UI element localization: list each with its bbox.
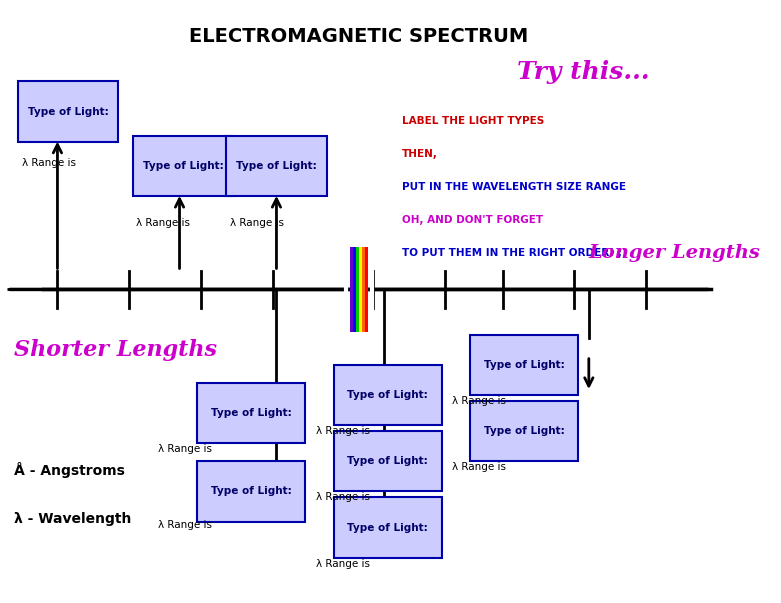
Text: Å - Angstroms: Å - Angstroms (14, 463, 125, 478)
Text: λ Range is: λ Range is (316, 426, 370, 436)
FancyBboxPatch shape (334, 365, 441, 425)
FancyBboxPatch shape (359, 247, 362, 332)
Text: LABEL THE LIGHT TYPES: LABEL THE LIGHT TYPES (402, 116, 544, 125)
Text: λ Range is: λ Range is (316, 493, 370, 502)
Text: λ Range is: λ Range is (316, 559, 370, 569)
Text: Type of Light:: Type of Light: (348, 523, 428, 532)
Text: Type of Light:: Type of Light: (483, 426, 565, 436)
Text: Type of Light:: Type of Light: (211, 408, 291, 418)
Text: λ Range is: λ Range is (137, 218, 191, 228)
FancyBboxPatch shape (334, 497, 441, 558)
Text: Try this...: Try this... (517, 60, 650, 84)
FancyBboxPatch shape (18, 81, 119, 142)
Text: Type of Light:: Type of Light: (483, 360, 565, 370)
Text: λ Range is: λ Range is (230, 218, 284, 228)
Text: Type of Light:: Type of Light: (28, 107, 109, 116)
Text: Type of Light:: Type of Light: (143, 161, 223, 171)
Text: Longer Lengths: Longer Lengths (589, 244, 761, 262)
FancyBboxPatch shape (353, 247, 356, 332)
FancyBboxPatch shape (470, 401, 578, 461)
FancyBboxPatch shape (226, 136, 326, 196)
FancyBboxPatch shape (356, 247, 359, 332)
Text: Shorter Lengths: Shorter Lengths (14, 339, 217, 361)
Text: λ - Wavelength: λ - Wavelength (14, 511, 132, 526)
Text: λ Range is: λ Range is (452, 463, 506, 472)
Text: ELECTROMAGNETIC SPECTRUM: ELECTROMAGNETIC SPECTRUM (190, 27, 529, 46)
Text: λ Range is: λ Range is (22, 158, 76, 168)
FancyBboxPatch shape (133, 136, 234, 196)
FancyBboxPatch shape (198, 383, 305, 443)
Text: THEN,: THEN, (402, 149, 438, 159)
Text: OH, AND DON'T FORGET: OH, AND DON'T FORGET (402, 215, 544, 225)
Text: Type of Light:: Type of Light: (236, 161, 317, 171)
Text: λ Range is: λ Range is (158, 444, 212, 454)
Text: TO PUT THEM IN THE RIGHT ORDER! ;): TO PUT THEM IN THE RIGHT ORDER! ;) (402, 248, 626, 258)
FancyBboxPatch shape (198, 461, 305, 522)
Text: Type of Light:: Type of Light: (348, 390, 428, 400)
Text: Type of Light:: Type of Light: (348, 456, 428, 466)
Text: λ Range is: λ Range is (158, 520, 212, 529)
FancyBboxPatch shape (334, 431, 441, 491)
FancyBboxPatch shape (365, 247, 368, 332)
Text: λ Range is: λ Range is (452, 396, 506, 406)
FancyBboxPatch shape (362, 247, 365, 332)
FancyBboxPatch shape (350, 247, 353, 332)
FancyBboxPatch shape (470, 335, 578, 395)
Text: Type of Light:: Type of Light: (211, 487, 291, 496)
Text: PUT IN THE WAVELENGTH SIZE RANGE: PUT IN THE WAVELENGTH SIZE RANGE (402, 182, 626, 192)
